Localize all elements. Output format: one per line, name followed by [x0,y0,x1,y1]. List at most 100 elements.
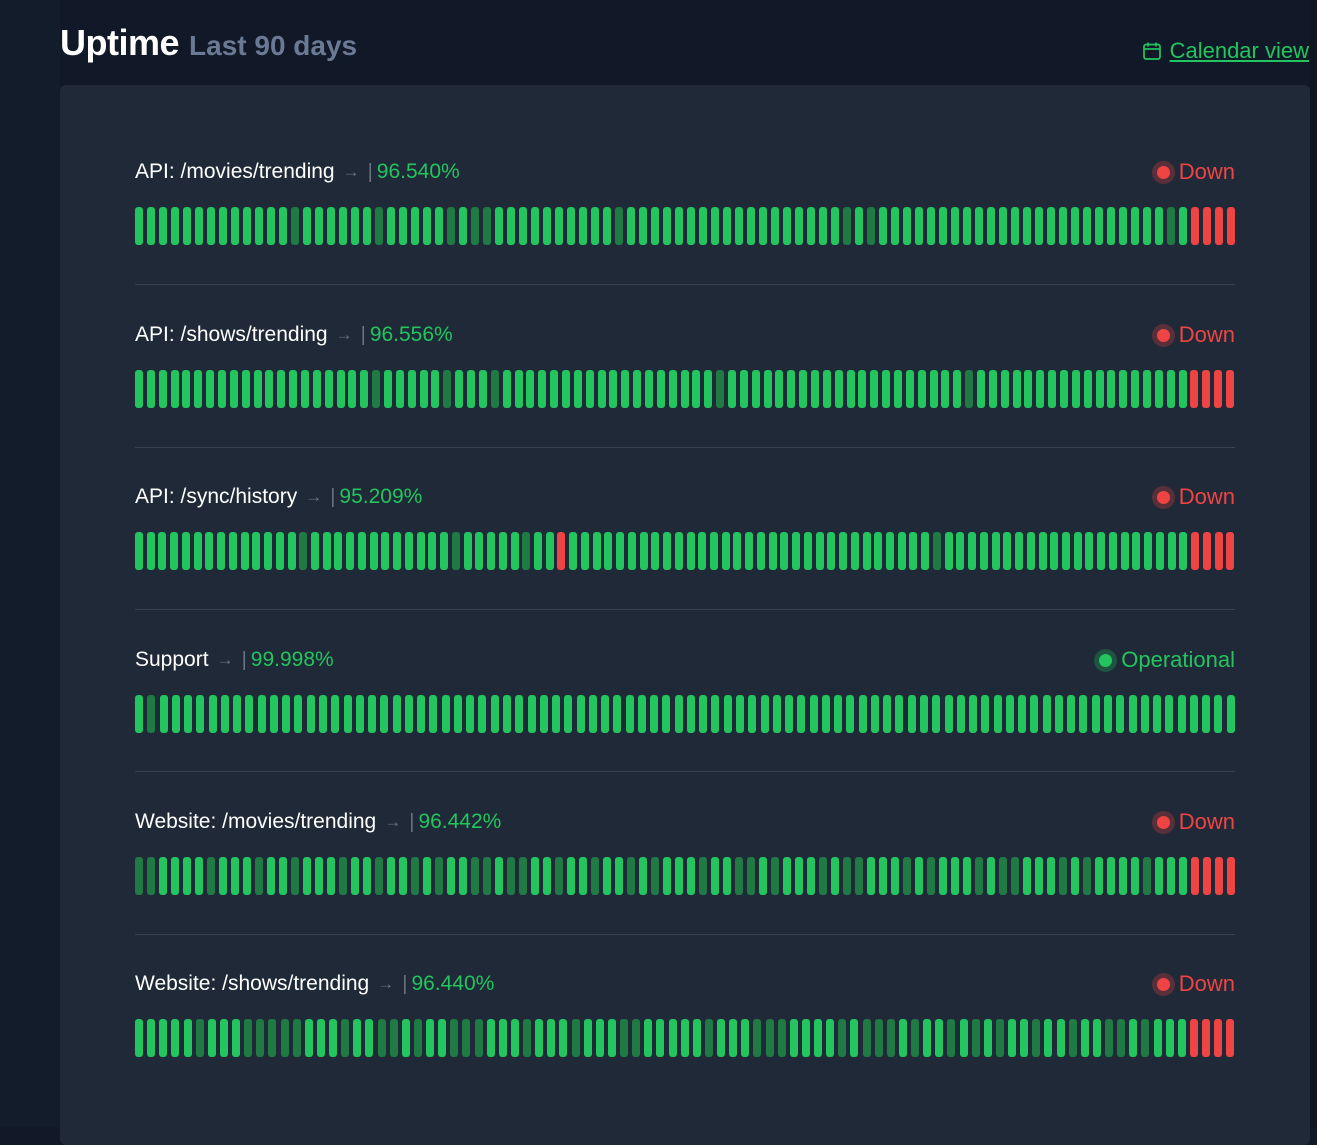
uptime-day-bar[interactable] [692,370,701,408]
uptime-day-bar[interactable] [968,532,977,570]
uptime-day-bar[interactable] [1068,1019,1077,1057]
uptime-day-bar[interactable] [741,1019,750,1057]
uptime-day-bar[interactable] [171,695,180,733]
uptime-day-bar[interactable] [252,532,261,570]
uptime-day-bar[interactable] [171,857,179,895]
uptime-day-bar[interactable] [301,370,310,408]
uptime-day-bar[interactable] [573,370,582,408]
uptime-day-bar[interactable] [915,207,923,245]
uptime-day-bar[interactable] [855,207,863,245]
uptime-day-bar[interactable] [208,695,217,733]
uptime-day-bar[interactable] [632,1019,641,1057]
uptime-day-bar[interactable] [651,532,660,570]
uptime-day-bar[interactable] [1011,207,1019,245]
uptime-day-bar[interactable] [969,695,978,733]
uptime-day-bar[interactable] [375,207,383,245]
uptime-day-bar[interactable] [304,1019,313,1057]
uptime-day-bar[interactable] [613,695,622,733]
uptime-day-bar[interactable] [294,695,303,733]
uptime-day-bar[interactable] [580,532,589,570]
uptime-day-bar[interactable] [1108,532,1117,570]
uptime-day-bar[interactable] [404,532,413,570]
uptime-day-bar[interactable] [255,857,263,895]
uptime-day-bar[interactable] [831,857,839,895]
uptime-day-bar[interactable] [1155,857,1163,895]
uptime-day-bar[interactable] [883,695,892,733]
uptime-day-bar[interactable] [369,532,378,570]
uptime-day-bar[interactable] [1085,532,1094,570]
uptime-day-bar[interactable] [384,370,393,408]
uptime-day-bar[interactable] [389,1019,398,1057]
uptime-day-bar[interactable] [1227,857,1235,895]
uptime-day-bar[interactable] [858,695,867,733]
uptime-day-bar[interactable] [453,695,462,733]
uptime-day-bar[interactable] [507,207,515,245]
uptime-day-bar[interactable] [404,695,413,733]
uptime-day-bar[interactable] [862,1019,871,1057]
uptime-day-bar[interactable] [306,695,315,733]
uptime-day-bar[interactable] [1214,370,1223,408]
uptime-day-bar[interactable] [1214,1019,1223,1057]
arrow-right-icon[interactable]: → [377,974,395,993]
uptime-day-bar[interactable] [1047,857,1055,895]
uptime-day-bar[interactable] [1179,207,1187,245]
uptime-day-bar[interactable] [775,370,784,408]
uptime-day-bar[interactable] [447,857,455,895]
uptime-day-bar[interactable] [803,532,812,570]
uptime-day-bar[interactable] [147,1019,156,1057]
uptime-day-bar[interactable] [704,370,713,408]
uptime-day-bar[interactable] [146,370,155,408]
uptime-day-bar[interactable] [569,532,578,570]
uptime-day-bar[interactable] [644,1019,653,1057]
uptime-day-bar[interactable] [956,532,965,570]
uptime-day-bar[interactable] [965,370,974,408]
uptime-day-bar[interactable] [241,370,250,408]
uptime-day-bar[interactable] [663,857,671,895]
uptime-day-bar[interactable] [1012,370,1021,408]
uptime-day-bar[interactable] [183,857,191,895]
uptime-day-bar[interactable] [846,695,855,733]
uptime-day-bar[interactable] [147,207,155,245]
uptime-day-bar[interactable] [1214,695,1223,733]
uptime-day-bar[interactable] [615,857,623,895]
arrow-right-icon[interactable]: → [305,487,323,506]
uptime-day-bar[interactable] [245,695,254,733]
uptime-day-bar[interactable] [583,1019,592,1057]
uptime-day-bar[interactable] [407,370,416,408]
uptime-day-bar[interactable] [716,370,725,408]
uptime-day-bar[interactable] [341,1019,350,1057]
uptime-day-bar[interactable] [401,1019,410,1057]
uptime-day-bar[interactable] [527,695,536,733]
uptime-day-bar[interactable] [959,1019,968,1057]
uptime-day-bar[interactable] [620,1019,628,1057]
uptime-day-bar[interactable] [159,207,167,245]
uptime-day-bar[interactable] [564,695,573,733]
uptime-day-bar[interactable] [897,532,906,570]
uptime-day-bar[interactable] [814,1019,822,1057]
uptime-day-bar[interactable] [257,695,266,733]
uptime-day-bar[interactable] [1128,695,1137,733]
uptime-day-bar[interactable] [905,370,914,408]
uptime-day-bar[interactable] [550,370,559,408]
uptime-day-bar[interactable] [633,370,642,408]
uptime-day-bar[interactable] [483,207,491,245]
uptime-day-bar[interactable] [240,532,249,570]
uptime-day-bar[interactable] [947,1019,956,1057]
uptime-day-bar[interactable] [478,370,487,408]
uptime-day-bar[interactable] [471,207,479,245]
uptime-day-bar[interactable] [785,695,794,733]
uptime-day-bar[interactable] [1095,857,1103,895]
uptime-day-bar[interactable] [471,857,479,895]
uptime-day-bar[interactable] [751,370,760,408]
uptime-day-bar[interactable] [911,1019,919,1057]
uptime-day-bar[interactable] [1103,695,1112,733]
uptime-day-bar[interactable] [1047,207,1055,245]
uptime-day-bar[interactable] [498,1019,507,1057]
uptime-day-bar[interactable] [1062,532,1071,570]
uptime-day-bar[interactable] [348,370,357,408]
uptime-day-bar[interactable] [787,370,796,408]
uptime-day-bar[interactable] [275,532,284,570]
uptime-day-bar[interactable] [894,370,902,408]
uptime-day-bar[interactable] [419,370,428,408]
uptime-day-bar[interactable] [1005,695,1014,733]
